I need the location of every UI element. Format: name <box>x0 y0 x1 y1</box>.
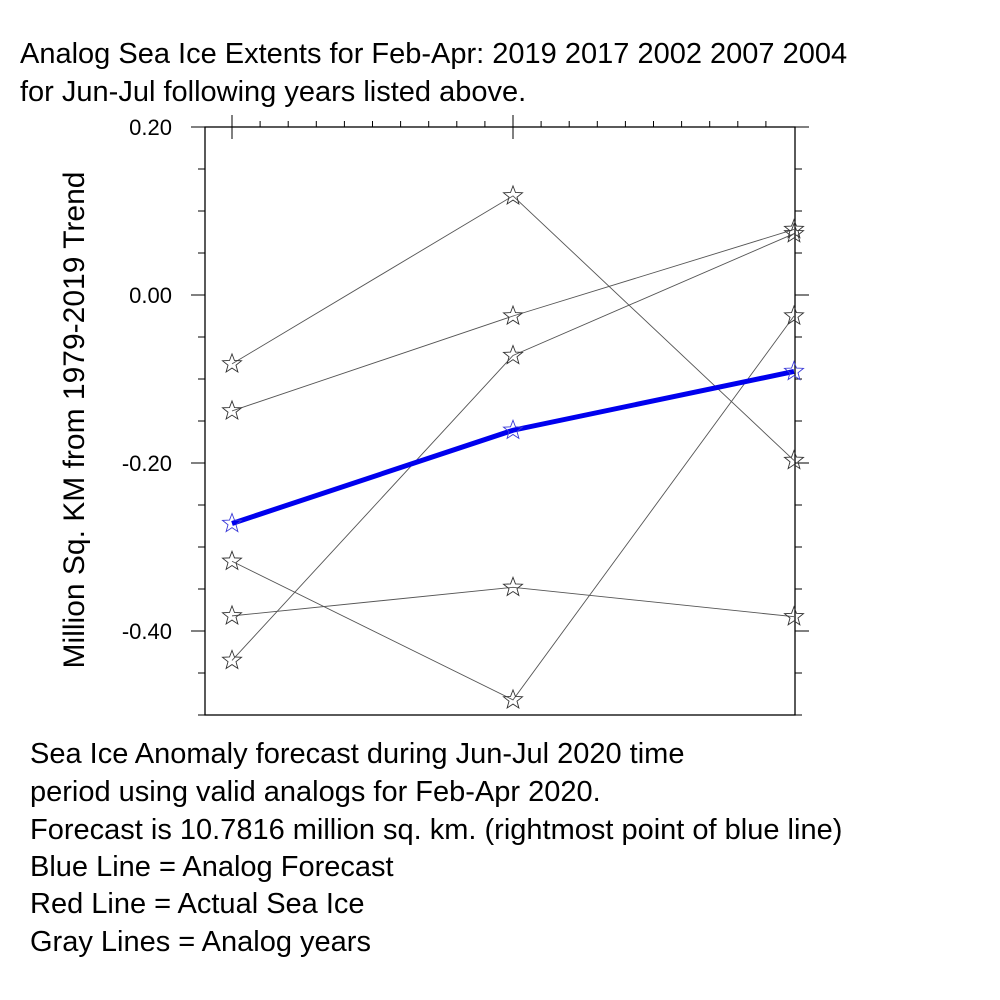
analog-line <box>231 195 795 461</box>
analog-point <box>221 649 243 670</box>
forecast-line <box>231 368 795 526</box>
forecast-point <box>502 418 524 440</box>
analog-line <box>231 229 795 412</box>
y-tick-label: 0.20 <box>129 115 172 140</box>
y-tick-label: -0.40 <box>122 619 172 644</box>
analog-point <box>221 352 243 374</box>
analog-line <box>231 233 795 661</box>
forecast-point <box>221 512 243 533</box>
chart-title-line-1: Analog Sea Ice Extents for Feb-Apr: 2019… <box>20 38 848 70</box>
note-line-5: Red Line = Actual Sea Ice <box>30 888 365 920</box>
analog-point <box>783 222 805 243</box>
note-line-2: period using valid analogs for Feb-Apr 2… <box>30 776 601 808</box>
plot-frame <box>204 126 796 716</box>
analog-point <box>783 605 805 626</box>
note-line-3: Forecast is 10.7816 million sq. km. (rig… <box>30 814 843 846</box>
analog-line <box>231 586 795 618</box>
y-axis-label: Million Sq. KM from 1979-2019 Trend <box>58 171 91 669</box>
analog-series <box>221 576 805 626</box>
analog-point <box>502 576 524 597</box>
analog-point <box>502 688 524 710</box>
note-line-1: Sea Ice Anomaly forecast during Jun-Jul … <box>30 738 685 770</box>
analog-point <box>502 184 524 206</box>
analog-point <box>783 449 805 470</box>
analog-point <box>783 218 805 239</box>
analog-point <box>221 604 243 626</box>
analog-series <box>221 304 805 710</box>
chart-title-line-2: for Jun-Jul following years listed above… <box>20 76 527 108</box>
note-line-6: Gray Lines = Analog years <box>30 926 371 958</box>
analog-line <box>231 315 795 701</box>
analog-point <box>502 344 524 365</box>
analog-point <box>221 399 243 421</box>
analog-series <box>221 184 805 470</box>
y-tick-label: -0.20 <box>122 451 172 476</box>
analog-point <box>502 304 524 326</box>
analog-point <box>221 549 243 571</box>
note-line-4: Blue Line = Analog Forecast <box>30 851 394 883</box>
forecast-series <box>221 360 805 533</box>
analog-point <box>783 304 805 326</box>
analog-series <box>221 222 805 670</box>
forecast-point <box>783 360 805 381</box>
y-tick-label: 0.00 <box>129 283 172 308</box>
